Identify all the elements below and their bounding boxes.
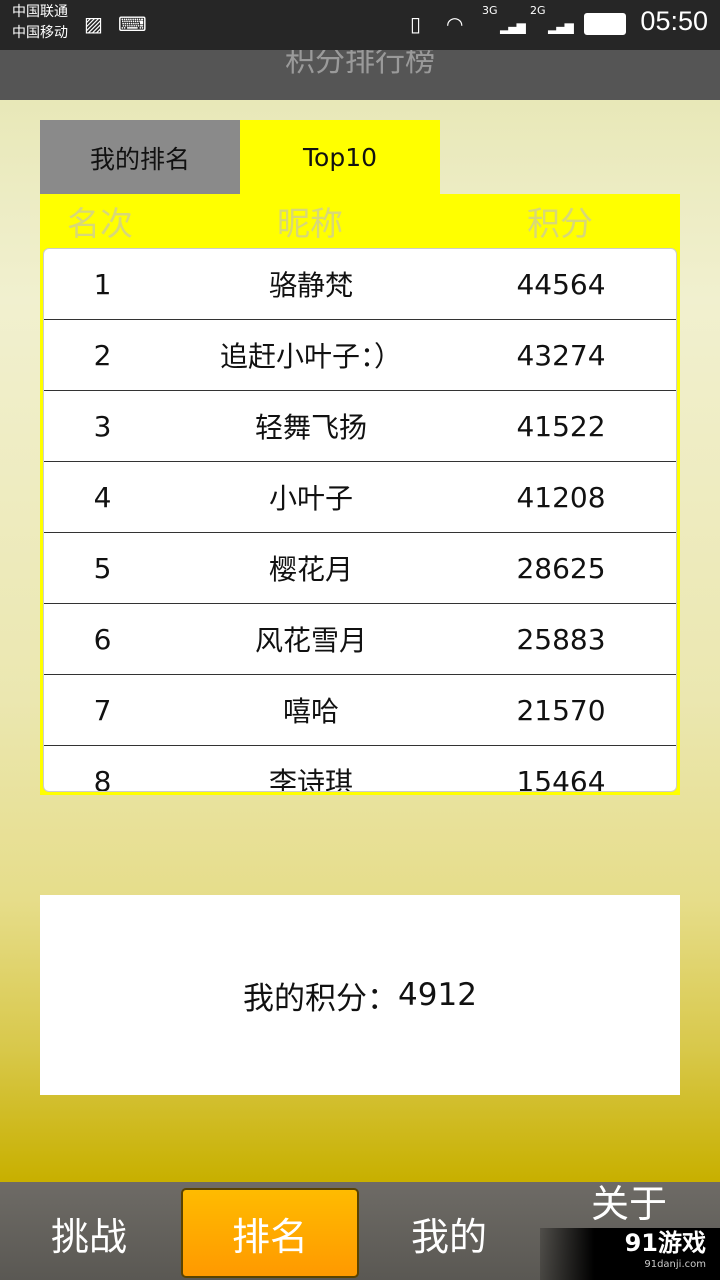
score-cell: 41208: [516, 480, 606, 514]
signal-icon-2: ▂▄▆: [548, 20, 574, 34]
nav-mine[interactable]: 我的: [410, 1214, 487, 1259]
column-rank: 名次: [67, 204, 133, 243]
nav-about[interactable]: 关于: [590, 1182, 667, 1226]
nickname-cell: 樱花月: [268, 553, 353, 586]
title-bar: 积分排行榜: [0, 50, 720, 100]
nickname-cell: 轻舞飞扬: [254, 411, 367, 444]
carrier-1: 中国联通: [12, 4, 68, 20]
table-header: 名次 昵称 积分: [40, 194, 680, 248]
tab-top10[interactable]: Top10: [240, 120, 440, 195]
score-cell: 25883: [516, 622, 606, 656]
rank-cell: 6: [93, 622, 112, 656]
column-nickname: 昵称: [277, 204, 343, 243]
table-row[interactable]: 1 骆静梵 44564: [44, 249, 676, 320]
battery-icon: [584, 13, 626, 35]
rank-cell: 4: [93, 480, 112, 514]
table-row[interactable]: 2 追赶小叶子：） 43274: [44, 320, 676, 391]
table-row[interactable]: 7 嘻哈 21570: [44, 675, 676, 746]
score-cell: 43274: [516, 338, 606, 372]
network-2g-label: 2G: [530, 4, 546, 17]
table-row[interactable]: 5 樱花月 28625: [44, 533, 676, 604]
rank-cell: 7: [93, 693, 112, 727]
carrier-names: 中国联通 中国移动: [12, 2, 68, 44]
rank-cell: 1: [93, 267, 112, 301]
score-cell: 41522: [516, 409, 606, 443]
rank-cell: 3: [93, 409, 112, 443]
status-bar: 中国联通中国移动 ▨ ⌨ ▯ ◠ 3G ▂▄▆ 2G ▂▄▆ 05:50: [0, 0, 720, 50]
watermark-brand: 91游戏: [624, 1229, 706, 1257]
image-icon: ▨: [84, 12, 103, 36]
wifi-icon: ◠: [446, 12, 464, 36]
my-score-card: 我的积分： 4912: [40, 895, 680, 1095]
nickname-cell: 追赶小叶子：）: [219, 340, 402, 373]
table-row[interactable]: 4 小叶子 41208: [44, 462, 676, 533]
signal-icon: ▂▄▆: [500, 20, 526, 34]
table-row[interactable]: 3 轻舞飞扬 41522: [44, 391, 676, 462]
nickname-cell: 骆静梵: [268, 269, 353, 302]
my-score-label: 我的积分：: [243, 980, 399, 1017]
carrier-2: 中国移动: [12, 25, 68, 41]
tab-my-rank[interactable]: 我的排名: [40, 120, 240, 195]
score-cell: 28625: [516, 551, 606, 585]
nickname-cell: 嘻哈: [282, 695, 339, 728]
watermark-url: 91danji.com: [644, 1259, 706, 1270]
watermark-logo: 91游戏 91danji.com: [540, 1228, 720, 1280]
tab-bar: 我的排名 Top10: [40, 120, 440, 195]
my-score-value: 4912: [398, 977, 477, 1013]
nickname-cell: 李诗琪: [268, 766, 353, 792]
leaderboard-list[interactable]: 1 骆静梵 44564 2 追赶小叶子：） 43274 3 轻舞飞扬 41522 4 小叶子 4120…: [43, 248, 677, 792]
clock: 05:50: [640, 6, 708, 36]
table-row[interactable]: 6 风花雪月 25883: [44, 604, 676, 675]
network-3g-label: 3G: [482, 4, 498, 17]
rank-cell: 8: [93, 764, 112, 792]
nickname-cell: 小叶子: [268, 482, 353, 515]
nav-challenge[interactable]: 挑战: [50, 1214, 127, 1259]
nickname-cell: 风花雪月: [254, 624, 367, 657]
score-cell: 21570: [516, 693, 606, 727]
rank-cell: 5: [93, 551, 112, 585]
table-row[interactable]: 8 李诗琪 15464: [44, 746, 676, 792]
score-cell: 15464: [516, 764, 606, 792]
leaderboard-panel: 名次 昵称 积分 1 骆静梵 44564 2 追赶小叶子：） 43274 3 轻舞飞扬 4152…: [40, 194, 680, 795]
column-score: 积分: [527, 204, 593, 243]
page-title: 积分排行榜: [285, 50, 435, 79]
rank-cell: 2: [93, 338, 112, 372]
score-cell: 44564: [516, 267, 606, 301]
nav-ranking[interactable]: 排名: [181, 1188, 359, 1278]
vibrate-icon: ▯: [410, 12, 422, 36]
keyboard-icon: ⌨: [118, 12, 147, 36]
